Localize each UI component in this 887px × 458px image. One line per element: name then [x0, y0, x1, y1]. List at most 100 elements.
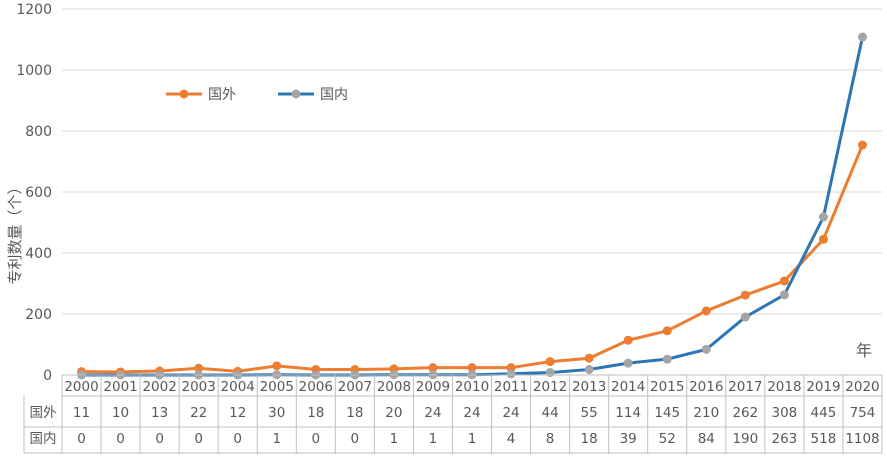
data-point-1-13	[584, 365, 594, 375]
data-point-0-18	[779, 276, 789, 286]
legend-marker-0	[179, 89, 189, 99]
table-cell: 0	[351, 431, 360, 447]
data-point-0-15	[662, 326, 672, 336]
table-cell: 308	[771, 405, 797, 421]
x-tick-label: 2004	[221, 379, 255, 395]
x-tick-label: 2012	[533, 379, 567, 395]
data-point-0-16	[701, 306, 711, 316]
x-tick-label: 2007	[338, 379, 372, 395]
table-cell: 0	[77, 431, 86, 447]
series-line-1	[80, 35, 864, 377]
table-cell: 0	[155, 431, 164, 447]
data-point-1-12	[545, 368, 555, 378]
table-cell: 44	[542, 405, 559, 421]
x-tick-label: 2005	[260, 379, 294, 395]
table-cell: 445	[811, 405, 837, 421]
data-point-0-9	[428, 363, 438, 373]
x-tick-label: 2008	[377, 379, 411, 395]
data-point-1-15	[662, 354, 672, 364]
table-cell: 1	[390, 431, 399, 447]
table-cell: 0	[116, 431, 125, 447]
data-point-1-14	[623, 358, 633, 368]
x-tick-label: 2014	[611, 379, 645, 395]
data-point-0-17	[740, 290, 750, 300]
x-tick-label: 2015	[650, 379, 684, 395]
data-point-0-10	[467, 363, 477, 373]
table-cell: 0	[194, 431, 203, 447]
table-cell: 210	[693, 405, 719, 421]
table-cell: 22	[190, 405, 207, 421]
table-cell: 0	[233, 431, 242, 447]
y-axis-label: 专利数量（个）	[6, 179, 24, 284]
data-point-1-20	[857, 32, 867, 42]
table-cell: 8	[546, 431, 555, 447]
table-cell: 1	[468, 431, 477, 447]
table-cell: 262	[732, 405, 758, 421]
table-cell: 24	[463, 405, 480, 421]
series-line-0	[80, 143, 864, 374]
x-tick-label: 2010	[455, 379, 489, 395]
y-tick-label: 800	[25, 124, 52, 140]
table-cell: 0	[312, 431, 321, 447]
x-tick-label: 2001	[103, 379, 137, 395]
data-point-1-19	[818, 212, 828, 222]
data-point-0-5	[272, 361, 282, 371]
table-cell: 24	[502, 405, 519, 421]
table-cell: 18	[346, 405, 363, 421]
table-cell: 1	[272, 431, 281, 447]
data-point-0-20	[857, 140, 867, 150]
data-point-1-18	[779, 290, 789, 300]
x-axis-label: 年	[856, 341, 872, 360]
x-tick-label: 2006	[299, 379, 333, 395]
data-point-0-3	[194, 363, 204, 373]
table-row-label: 国外	[30, 405, 57, 421]
data-point-0-14	[623, 335, 633, 345]
x-tick-label: 2019	[806, 379, 840, 395]
table-cell: 52	[659, 431, 676, 447]
y-tick-label: 400	[25, 246, 52, 262]
legend-label-1: 国内	[320, 87, 348, 103]
table-cell: 12	[229, 405, 246, 421]
x-tick-label: 2016	[689, 379, 723, 395]
data-point-0-12	[545, 357, 555, 367]
legend-label-0: 国外	[208, 87, 236, 103]
table-cell: 11	[73, 405, 90, 421]
x-tick-label: 2020	[845, 379, 879, 395]
y-tick-labels: 0 200 400 600 800 1000 1200	[16, 2, 52, 384]
table-cell: 1	[429, 431, 438, 447]
y-tick-label: 200	[25, 307, 52, 323]
table-cell: 18	[307, 405, 324, 421]
legend-marker-1	[291, 89, 301, 99]
x-tick-label: 2009	[416, 379, 450, 395]
y-tick-label: 1000	[16, 63, 52, 79]
x-tick-label: 2018	[767, 379, 801, 395]
table-cell: 754	[850, 405, 876, 421]
table-cell: 190	[732, 431, 758, 447]
table-cell: 55	[581, 405, 598, 421]
data-point-0-13	[584, 353, 594, 363]
table-cell: 263	[771, 431, 797, 447]
data-table: 2000 2001 2002 2003 2004 2005 2006 2007 2008 2009…	[23, 374, 883, 454]
data-point-0-19	[818, 234, 828, 244]
table-cell: 39	[620, 431, 637, 447]
table-cell: 24	[424, 405, 441, 421]
x-tick-label: 2011	[494, 379, 528, 395]
table-cell: 114	[615, 405, 641, 421]
x-tick-label: 2002	[142, 379, 176, 395]
table-cell: 4	[507, 431, 516, 447]
x-tick-label: 2000	[64, 379, 98, 395]
y-tick-label: 0	[43, 368, 52, 384]
table-cell: 518	[811, 431, 837, 447]
data-point-1-16	[701, 344, 711, 354]
series-group	[77, 32, 867, 380]
table-cell: 145	[654, 405, 680, 421]
legend: 国外 国内	[166, 87, 348, 103]
table-cell: 13	[151, 405, 168, 421]
x-tick-label: 2003	[181, 379, 215, 395]
table-cell: 84	[698, 431, 715, 447]
table-cell: 1108	[845, 431, 879, 447]
x-tick-label: 2017	[728, 379, 762, 395]
table-cell: 30	[268, 405, 285, 421]
